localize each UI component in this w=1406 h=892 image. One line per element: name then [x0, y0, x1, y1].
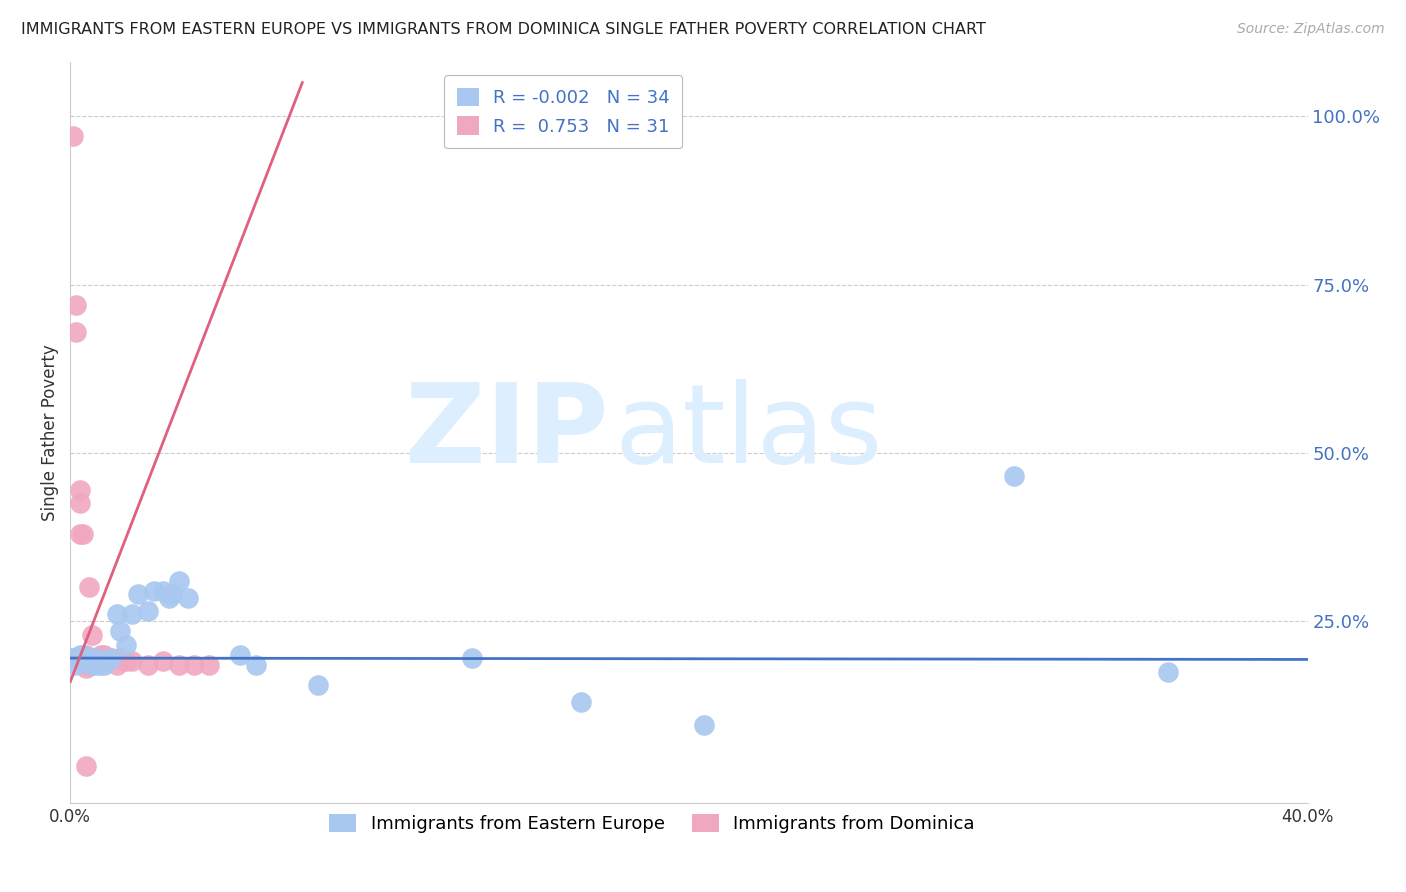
Point [167, 657, 190, 672]
Point [693, 718, 716, 732]
Point [162, 587, 184, 601]
Text: atlas: atlas [614, 379, 883, 486]
Text: Source: ZipAtlas.com: Source: ZipAtlas.com [1237, 22, 1385, 37]
Point [65, 298, 87, 312]
Point [461, 651, 484, 665]
Point [307, 678, 329, 692]
Point [90, 657, 112, 672]
Point [75, 758, 97, 772]
Point [69, 655, 91, 669]
Point [65, 657, 87, 672]
Point [77, 581, 100, 595]
Point [142, 583, 165, 598]
Point [96, 655, 118, 669]
Point [87, 651, 110, 665]
Point [84, 651, 107, 665]
Point [77, 657, 100, 672]
Point [245, 657, 267, 672]
Point [69, 648, 91, 662]
Point [177, 591, 200, 605]
Point [1002, 469, 1025, 483]
Point [80, 627, 103, 641]
Text: IMMIGRANTS FROM EASTERN EUROPE VS IMMIGRANTS FROM DOMINICA SINGLE FATHER POVERTY: IMMIGRANTS FROM EASTERN EUROPE VS IMMIGR… [21, 22, 986, 37]
Point [121, 655, 143, 669]
Y-axis label: Single Father Poverty: Single Father Poverty [41, 344, 59, 521]
Point [183, 657, 205, 672]
Point [108, 651, 131, 665]
Point [115, 655, 138, 669]
Point [80, 657, 103, 672]
Legend: Immigrants from Eastern Europe, Immigrants from Dominica: Immigrants from Eastern Europe, Immigran… [321, 805, 984, 842]
Point [69, 496, 91, 510]
Point [77, 655, 100, 669]
Point [87, 657, 110, 672]
Point [62, 651, 84, 665]
Point [167, 574, 190, 588]
Point [152, 655, 174, 669]
Point [72, 648, 94, 662]
Point [96, 651, 118, 665]
Point [569, 695, 592, 709]
Point [62, 129, 84, 144]
Point [90, 648, 112, 662]
Point [65, 325, 87, 339]
Point [157, 591, 180, 605]
Point [152, 583, 174, 598]
Point [84, 651, 107, 665]
Point [93, 648, 115, 662]
Point [69, 483, 91, 497]
Point [198, 657, 221, 672]
Point [75, 651, 97, 665]
Point [105, 607, 128, 622]
Point [136, 604, 159, 618]
Point [100, 651, 122, 665]
Point [77, 651, 100, 665]
Point [93, 657, 115, 672]
Point [136, 657, 159, 672]
Text: ZIP: ZIP [405, 379, 609, 486]
Point [115, 638, 138, 652]
Point [69, 526, 91, 541]
Point [62, 651, 84, 665]
Point [80, 657, 103, 672]
Point [75, 648, 97, 662]
Point [105, 657, 128, 672]
Point [121, 607, 143, 622]
Point [229, 648, 252, 662]
Point [72, 526, 94, 541]
Point [108, 624, 131, 639]
Point [127, 587, 149, 601]
Point [100, 651, 122, 665]
Point [1157, 665, 1180, 679]
Point [75, 661, 97, 675]
